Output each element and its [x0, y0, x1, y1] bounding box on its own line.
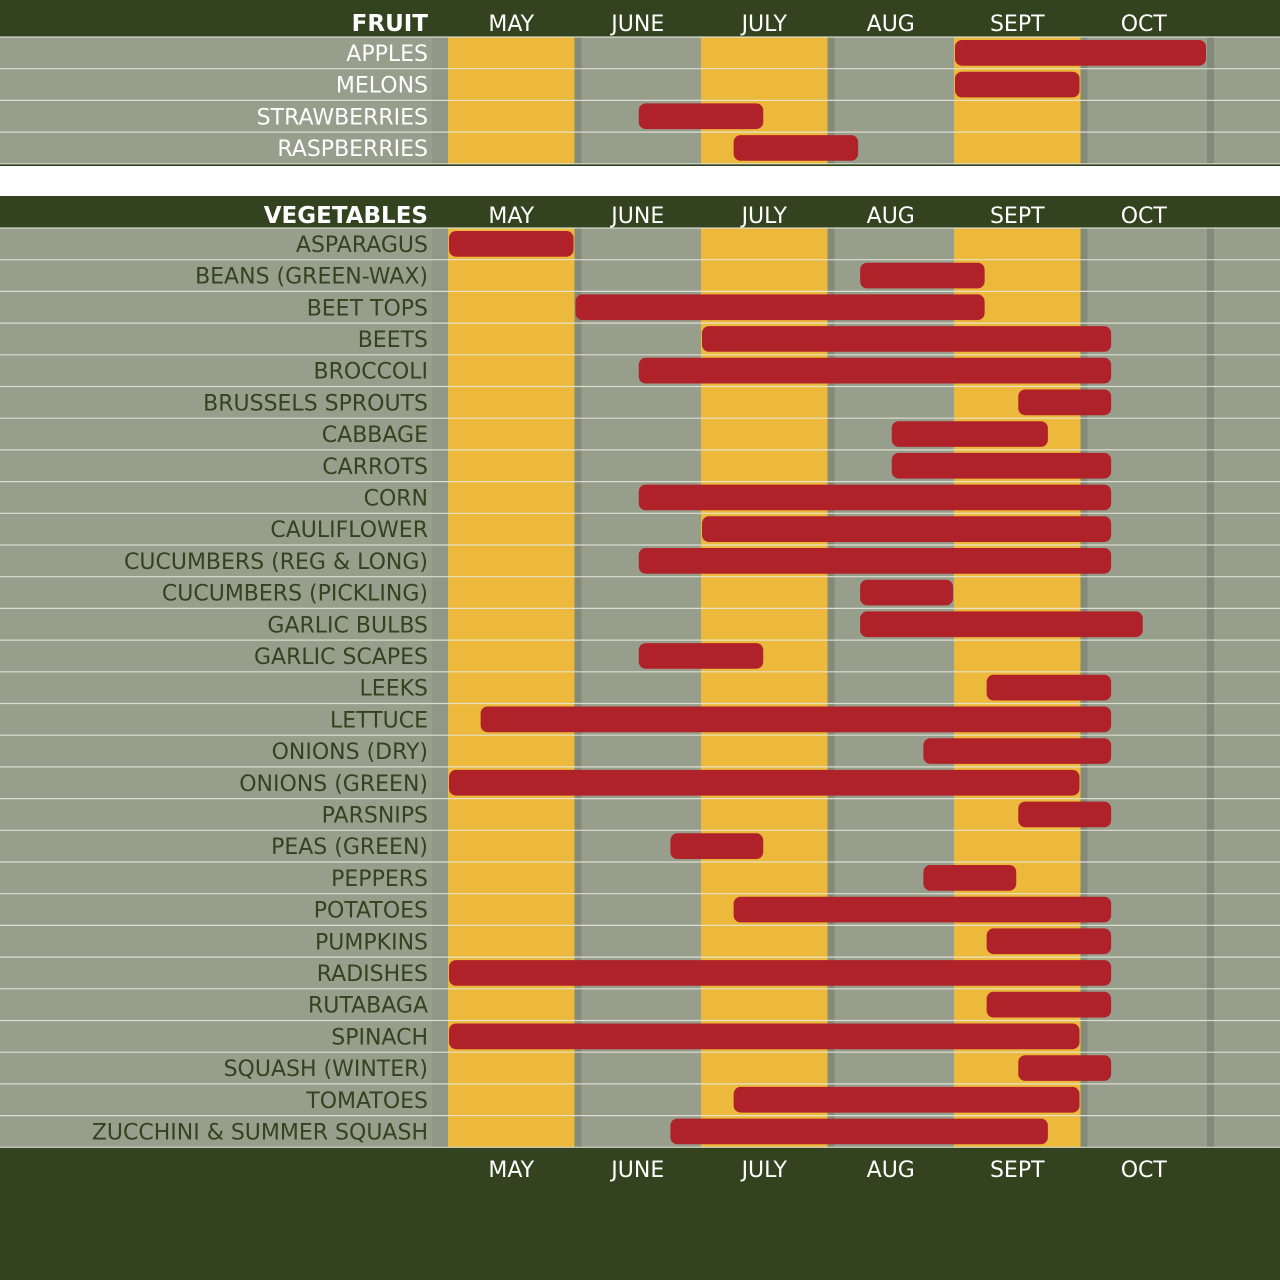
- row-label-asparagus: ASPARAGUS: [296, 233, 428, 258]
- season-bar-cauliflower: [702, 516, 1112, 542]
- row-label-strawberries: STRAWBERRIES: [257, 105, 428, 130]
- row-label-spinach: SPINACH: [331, 1025, 428, 1050]
- row-label-cucumbers-pickling: CUCUMBERS (PICKLING): [162, 582, 428, 607]
- season-bar-squash-winter: [1018, 1055, 1112, 1081]
- season-bar-raspberries: [733, 135, 859, 161]
- month-label-aug: AUG: [867, 12, 915, 37]
- row-label-rutabaga: RUTABAGA: [308, 994, 428, 1019]
- row-label-beans-green-wax: BEANS (GREEN-WAX): [195, 265, 428, 290]
- season-bar-broccoli: [638, 357, 1112, 384]
- season-bar-onions-dry: [923, 738, 1112, 764]
- row-label-garlic-scapes: GARLIC SCAPES: [254, 645, 428, 670]
- season-bar-corn: [638, 484, 1112, 511]
- row-label-brussels-sprouts: BRUSSELS SPROUTS: [203, 391, 428, 416]
- season-bar-garlic-bulbs: [860, 611, 1143, 638]
- row-label-apples: APPLES: [346, 42, 428, 67]
- month-label-sept: SEPT: [990, 12, 1045, 37]
- bottom-month-label-oct: OCT: [1121, 1158, 1168, 1183]
- season-bar-apples: [955, 40, 1206, 66]
- season-bar-garlic-scapes: [638, 643, 764, 669]
- section-title: VEGETABLES: [264, 203, 428, 229]
- season-bar-lettuce: [480, 706, 1112, 733]
- month-label-may: MAY: [488, 12, 534, 37]
- bottom-month-label-aug: AUG: [867, 1158, 915, 1183]
- season-bar-spinach: [449, 1023, 1080, 1050]
- season-bar-potatoes: [733, 896, 1112, 923]
- row-label-raspberries: RASPBERRIES: [277, 137, 428, 162]
- row-label-leeks: LEEKS: [360, 677, 428, 702]
- season-bar-brussels-sprouts: [1018, 389, 1112, 416]
- season-bar-peppers: [923, 865, 1017, 891]
- row-label-onions-dry: ONIONS (DRY): [272, 740, 428, 765]
- month-shadow: [827, 228, 835, 1148]
- season-bar-rutabaga: [986, 991, 1112, 1018]
- row-label-cucumbers-reg-long: CUCUMBERS (REG & LONG): [124, 550, 428, 575]
- season-bar-cabbage: [891, 421, 1048, 447]
- row-label-parsnips: PARSNIPS: [322, 803, 428, 828]
- bottom-month-label-june: JUNE: [609, 1158, 664, 1183]
- month-label-sept: SEPT: [990, 204, 1045, 229]
- season-bar-parsnips: [1018, 801, 1112, 828]
- row-label-peppers: PEPPERS: [331, 867, 428, 892]
- season-bar-beet-tops: [575, 294, 985, 321]
- month-label-june: JUNE: [609, 204, 664, 229]
- season-bar-strawberries: [638, 103, 764, 130]
- season-bar-asparagus: [449, 231, 574, 257]
- row-label-radishes: RADISHES: [317, 962, 428, 987]
- season-bar-pumpkins: [986, 928, 1112, 955]
- row-label-pumpkins: PUMPKINS: [315, 930, 428, 955]
- row-label-carrots: CARROTS: [322, 455, 428, 480]
- row-label-squash-winter: SQUASH (WINTER): [224, 1057, 428, 1082]
- row-label-tomatoes: TOMATOES: [305, 1089, 428, 1114]
- row-label-garlic-bulbs: GARLIC BULBS: [267, 613, 428, 638]
- month-label-july: JULY: [740, 204, 788, 229]
- season-bar-peas-green: [670, 833, 764, 859]
- bottom-month-label-july: JULY: [740, 1158, 788, 1183]
- month-label-oct: OCT: [1121, 204, 1168, 229]
- season-bar-zucchini-summer-squash: [670, 1118, 1048, 1145]
- row-label-beets: BEETS: [358, 328, 428, 353]
- row-label-corn: CORN: [364, 486, 428, 511]
- month-label-june: JUNE: [609, 12, 664, 37]
- section-vegetables: VEGETABLES MAY JUNE JULY AUG SEPT OCT ASPARAGUS…: [0, 203, 1280, 1148]
- row-label-melons: MELONS: [336, 74, 428, 99]
- section-fruit: FRUIT MAY JUNE JULY AUG SEPT OCT APPLES MELONS ST…: [0, 11, 1280, 165]
- bottom-month-label-sept: SEPT: [990, 1158, 1045, 1183]
- month-shadow: [574, 228, 582, 1148]
- row-label-beet-tops: BEET TOPS: [307, 296, 428, 321]
- season-bar-beets: [702, 326, 1112, 352]
- season-bar-leeks: [986, 674, 1112, 701]
- month-label-july: JULY: [740, 12, 788, 37]
- season-bar-beans-green-wax: [860, 262, 985, 289]
- month-label-may: MAY: [488, 204, 534, 229]
- season-bar-melons: [955, 71, 1080, 98]
- row-label-peas-green: PEAS (GREEN): [271, 835, 428, 860]
- season-bar-cucumbers-reg-long: [638, 548, 1112, 574]
- section-gap: [0, 166, 1280, 196]
- row-label-potatoes: POTATOES: [314, 899, 428, 924]
- label-edge-shadow: [432, 228, 448, 1148]
- row-label-lettuce: LETTUCE: [330, 708, 428, 733]
- month-band-may: [448, 228, 575, 1148]
- row-label-cauliflower: CAULIFLOWER: [270, 518, 428, 543]
- month-label-oct: OCT: [1121, 12, 1168, 37]
- season-bar-tomatoes: [733, 1086, 1080, 1113]
- season-bar-cucumbers-pickling: [860, 579, 953, 606]
- season-bar-carrots: [891, 452, 1112, 479]
- month-shadow: [1207, 228, 1214, 1148]
- month-label-aug: AUG: [867, 204, 915, 229]
- row-label-zucchini-summer-squash: ZUCCHINI & SUMMER SQUASH: [92, 1120, 428, 1145]
- row-label-onions-green: ONIONS (GREEN): [239, 772, 428, 797]
- bottom-month-label-may: MAY: [488, 1158, 534, 1183]
- season-bar-radishes: [449, 960, 1112, 986]
- section-title: FRUIT: [352, 11, 429, 37]
- season-bar-onions-green: [449, 769, 1080, 796]
- row-label-broccoli: BROCCOLI: [314, 360, 428, 385]
- row-label-cabbage: CABBAGE: [322, 423, 428, 448]
